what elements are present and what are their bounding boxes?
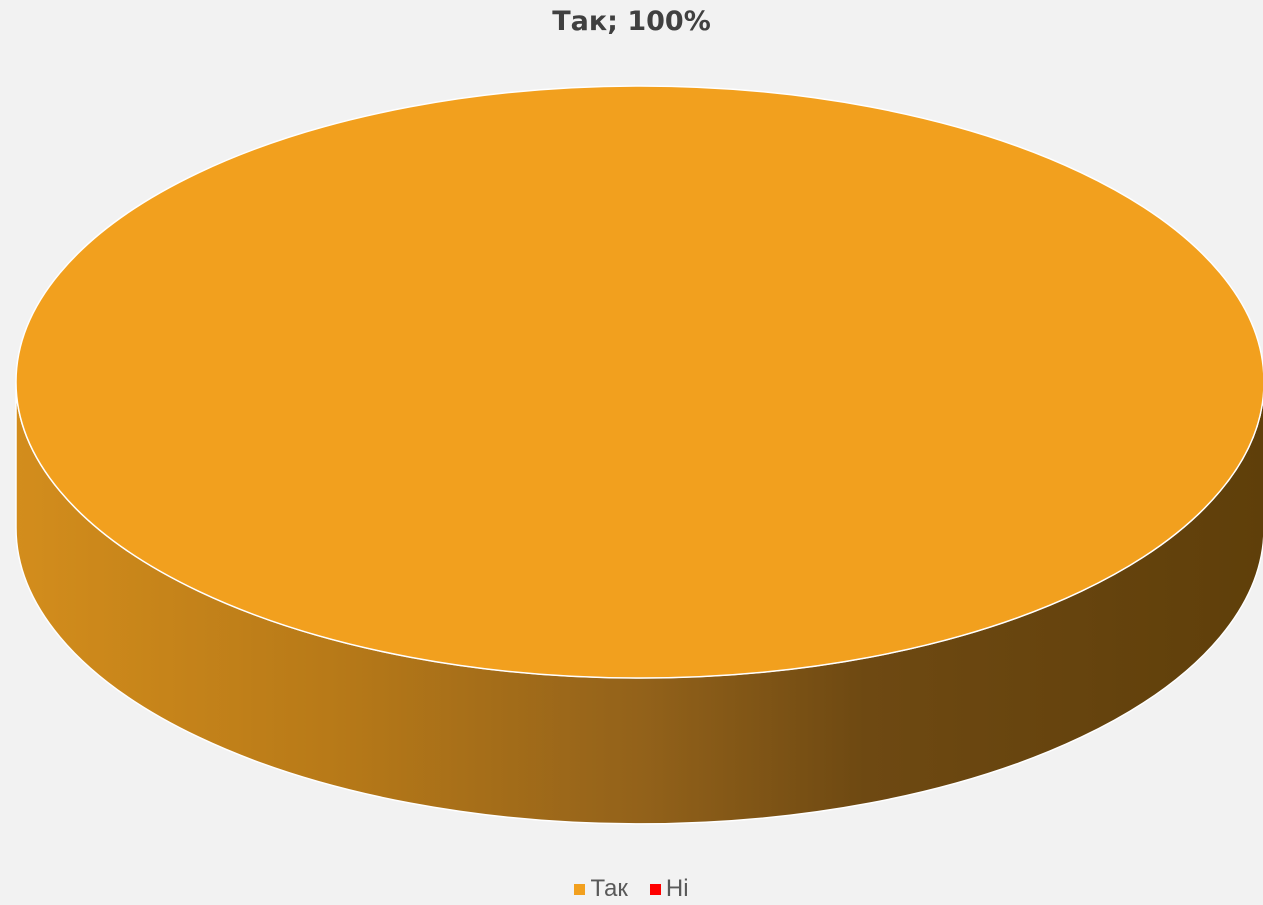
legend-label-ni: Ні — [665, 875, 689, 902]
legend-swatch-ni — [649, 883, 661, 895]
legend-item-tak: Так — [574, 875, 628, 903]
legend-item-ni: Ні — [649, 875, 689, 903]
legend-swatch-tak — [574, 883, 586, 895]
data-label-tak: Так; 100% — [552, 6, 711, 37]
pie-slice-Так — [15, 85, 1263, 679]
legend: Так Ні — [0, 875, 1263, 903]
legend-label-tak: Так — [590, 875, 628, 902]
